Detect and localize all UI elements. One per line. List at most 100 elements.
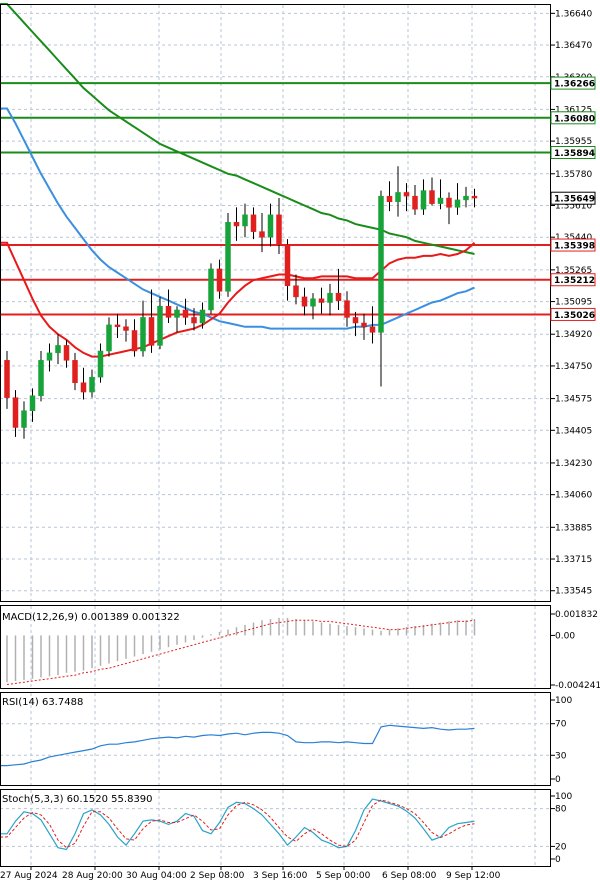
candle-down[interactable] bbox=[12, 397, 19, 428]
candle-up[interactable] bbox=[454, 199, 461, 208]
candle-down[interactable] bbox=[191, 317, 197, 324]
candle-up[interactable] bbox=[463, 195, 469, 201]
candle-up[interactable] bbox=[208, 268, 214, 311]
pane-border-2 bbox=[0, 692, 551, 786]
rsi-tick-label: 70 bbox=[555, 720, 567, 730]
candle-up[interactable] bbox=[55, 345, 61, 354]
level-label-1.35398: 1.35398 bbox=[554, 242, 595, 252]
candle-up[interactable] bbox=[157, 305, 163, 346]
candle-up[interactable] bbox=[395, 192, 401, 203]
time-axis-label: 6 Sep 08:00 bbox=[382, 871, 437, 881]
candle-down[interactable] bbox=[250, 214, 257, 232]
price-tick-label: 1.33545 bbox=[555, 587, 592, 597]
moving-averages bbox=[0, 3, 476, 358]
pane-border-0 bbox=[0, 4, 551, 602]
candle-down[interactable] bbox=[276, 214, 282, 245]
candle-down[interactable] bbox=[446, 197, 452, 208]
candle-down[interactable] bbox=[148, 317, 155, 346]
candle-up[interactable] bbox=[378, 195, 384, 333]
price-tick-label: 1.35780 bbox=[555, 170, 592, 180]
candlesticks[interactable] bbox=[4, 166, 478, 439]
candle-up[interactable] bbox=[199, 309, 206, 324]
candle-up[interactable] bbox=[242, 214, 248, 227]
candle-up[interactable] bbox=[267, 214, 274, 238]
candle-down[interactable] bbox=[4, 360, 10, 398]
price-tick-label: 1.33885 bbox=[555, 523, 592, 533]
rsi-tick-label: 0 bbox=[555, 775, 561, 785]
level-label-1.36080: 1.36080 bbox=[554, 114, 595, 124]
candle-up[interactable] bbox=[89, 376, 95, 393]
candle-up[interactable] bbox=[38, 360, 44, 397]
candle-down[interactable] bbox=[429, 190, 435, 204]
candle-down[interactable] bbox=[216, 268, 223, 292]
candle-up[interactable] bbox=[21, 410, 27, 428]
candle-down[interactable] bbox=[471, 195, 478, 199]
price-tick-label: 1.36640 bbox=[555, 9, 592, 19]
time-axis-label: 3 Sep 16:00 bbox=[253, 871, 308, 881]
candle-down[interactable] bbox=[318, 298, 325, 303]
price-labels: 1.36266 1.36080 1.35894 1.35398 1.35212 1.350… bbox=[550, 76, 596, 321]
candle-down[interactable] bbox=[403, 192, 410, 197]
level-label-box bbox=[550, 307, 596, 321]
sma-green-line bbox=[0, 3, 475, 255]
candle-down[interactable] bbox=[284, 244, 291, 286]
candle-down[interactable] bbox=[369, 326, 376, 333]
candle-up[interactable] bbox=[97, 350, 104, 378]
time-axis-label: 5 Sep 00:00 bbox=[316, 871, 371, 881]
candle-down[interactable] bbox=[352, 317, 359, 324]
candle-up[interactable] bbox=[437, 197, 444, 204]
macd-tick-label: -0.004241 bbox=[555, 681, 600, 691]
candle-down[interactable] bbox=[123, 326, 129, 331]
macd-indicator-label: MACD(12,26,9) 0.001389 0.001322 bbox=[2, 612, 180, 623]
price-tick-label: 1.34750 bbox=[555, 362, 592, 372]
support-resistance-levels[interactable] bbox=[0, 82, 551, 316]
level-label-1.35894: 1.35894 bbox=[554, 149, 595, 159]
stoch-k-line bbox=[0, 798, 475, 851]
time-axis-label: 2 Sep 08:00 bbox=[190, 871, 245, 881]
candle-down[interactable] bbox=[259, 231, 265, 238]
candle-up[interactable] bbox=[225, 222, 231, 292]
price-tick-label: 1.34230 bbox=[555, 459, 592, 469]
candle-down[interactable] bbox=[344, 300, 350, 318]
candle-down[interactable] bbox=[293, 285, 299, 298]
level-label-1.35026: 1.35026 bbox=[554, 311, 595, 321]
candle-down[interactable] bbox=[80, 382, 87, 393]
candle-up[interactable] bbox=[106, 324, 112, 352]
pane-border-3 bbox=[0, 789, 551, 867]
candle-up[interactable] bbox=[46, 352, 53, 361]
candle-up[interactable] bbox=[420, 190, 427, 210]
level-label-box bbox=[550, 76, 596, 90]
candle-down[interactable] bbox=[63, 345, 70, 361]
candle-down[interactable] bbox=[335, 292, 342, 301]
candle-down[interactable] bbox=[233, 222, 240, 227]
candle-down[interactable] bbox=[386, 195, 393, 203]
macd-signal-line bbox=[6, 619, 475, 685]
candle-up[interactable] bbox=[140, 317, 146, 352]
pane-border-1 bbox=[0, 605, 551, 689]
current-price-box bbox=[550, 191, 596, 205]
price-tick-label: 1.34405 bbox=[555, 426, 592, 436]
candle-down[interactable] bbox=[165, 305, 172, 318]
candle-down[interactable] bbox=[72, 360, 78, 383]
candle-down[interactable] bbox=[182, 309, 189, 318]
grid bbox=[0, 5, 551, 866]
candle-down[interactable] bbox=[412, 195, 418, 210]
candle-up[interactable] bbox=[310, 298, 316, 307]
price-tick-label: 1.36125 bbox=[555, 105, 592, 115]
candle-down[interactable] bbox=[131, 330, 138, 352]
candle-down[interactable] bbox=[114, 324, 121, 328]
candle-up[interactable] bbox=[29, 395, 36, 411]
sma-blue-line bbox=[0, 107, 475, 330]
sma-red-line bbox=[0, 241, 476, 358]
candle-up[interactable] bbox=[174, 309, 180, 318]
stoch-indicator-label: Stoch(5,3,3) 60.1520 55.8390 bbox=[2, 794, 153, 805]
candle-down[interactable] bbox=[361, 322, 367, 328]
level-label-box bbox=[550, 238, 596, 252]
price-tick-label: 1.35265 bbox=[555, 266, 592, 276]
rsi-line bbox=[0, 724, 475, 767]
candle-down[interactable] bbox=[301, 296, 308, 307]
candle-up[interactable] bbox=[327, 292, 333, 303]
price-tick-label: 1.35440 bbox=[555, 233, 592, 243]
level-label-1.36266: 1.36266 bbox=[554, 80, 595, 90]
